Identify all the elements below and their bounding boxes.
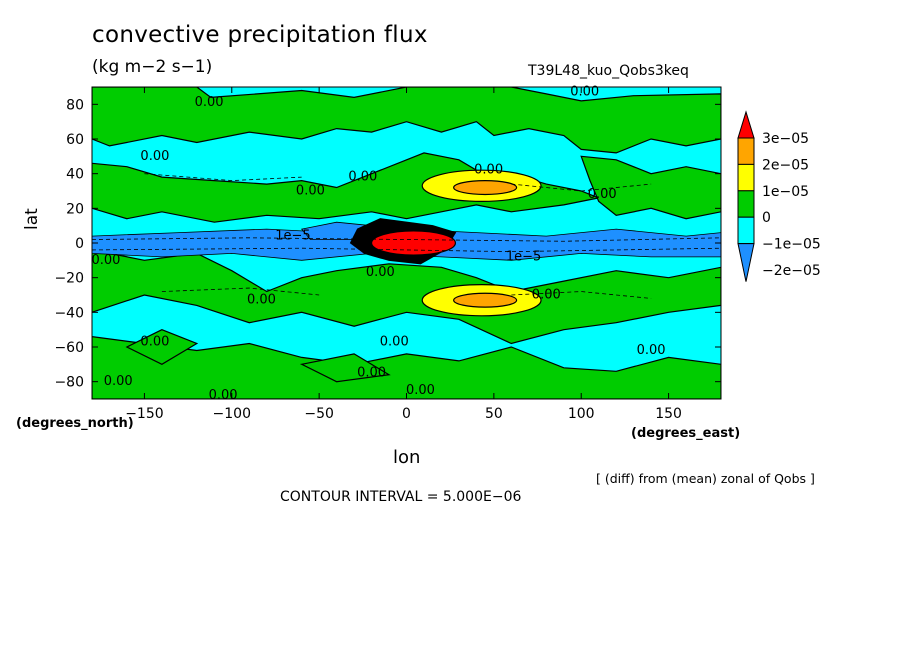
contour-label: 0.00	[104, 374, 133, 389]
negative-contour-0	[144, 173, 302, 182]
colorbar-bottom-arrow	[737, 243, 755, 282]
equatorial-maximum	[370, 230, 457, 256]
y-axis-unit: (degrees_north)	[16, 416, 134, 431]
axis-ticks: −150 −100 −50 0 50 100 150 80 60 40 20 0 −20 −40 −60 −8…	[54, 87, 721, 422]
contour-label: 0.00	[348, 170, 377, 185]
colorbar-segment	[737, 137, 755, 165]
colorbar-segment	[737, 163, 755, 192]
colorbar-label: −2e−05	[762, 263, 821, 279]
contour-label: 0.00	[247, 293, 276, 308]
contour-label: 0.00	[532, 288, 561, 303]
colorbar-segment	[737, 216, 755, 245]
y-tick-label: 40	[66, 167, 84, 183]
contour-label: 0.00	[140, 149, 169, 164]
y-tick-label: −80	[54, 375, 84, 391]
negative-contour-1	[511, 183, 652, 192]
chart-units: (kg m−2 s−1)	[92, 57, 213, 77]
x-tick-label: −150	[125, 406, 163, 422]
colorbar-top-arrow	[737, 110, 755, 139]
x-tick-label: 50	[485, 406, 503, 422]
colorbar-label: 0	[762, 210, 771, 226]
contour-label: 1e−5	[275, 229, 310, 244]
x-tick-label: −100	[213, 406, 251, 422]
y-tick-label: −60	[54, 340, 84, 356]
positive-region-6	[299, 353, 391, 383]
contour-label: 0.00	[588, 187, 617, 202]
contour-label: 0.00	[637, 343, 666, 358]
negative-contour-2	[161, 287, 320, 296]
y-tick-label: −40	[54, 305, 84, 321]
contour-label: 0.00	[140, 334, 169, 349]
contour-label: 0.00	[92, 253, 121, 268]
positive-region-2	[580, 155, 721, 220]
contour-label: 0.00	[380, 334, 409, 349]
colorbar-label: 3e−05	[762, 131, 809, 147]
y-tick-label: 80	[66, 97, 84, 113]
contour-label: 0.00	[209, 388, 238, 403]
difference-note: [ (diff) from (mean) zonal of Qobs ]	[596, 471, 815, 486]
contour-label: 0.00	[406, 383, 435, 398]
y-tick-label: 60	[66, 132, 84, 148]
contour-label: 0.00	[474, 163, 503, 178]
positive-region-4	[92, 335, 721, 399]
positive-region-0	[92, 87, 721, 154]
contour-label: 0.00	[296, 184, 325, 199]
run-label: T39L48_kuo_Qobs3keq	[528, 63, 689, 79]
x-axis-label: lon	[393, 447, 421, 468]
y-tick-label: 0	[75, 236, 84, 252]
negative-contour-3	[511, 291, 652, 299]
contour-label: 1e−5	[506, 249, 541, 264]
chart-title: convective precipitation flux	[92, 22, 428, 48]
colorbar-label: −1e−05	[762, 237, 821, 253]
x-tick-label: 0	[402, 406, 411, 422]
x-tick-label: −50	[304, 406, 334, 422]
colorbar: 3e−05 2e−05 1e−05 0 −1e−05 −2e−05	[737, 110, 821, 282]
nh-maximum-inner	[453, 180, 518, 196]
contour-label: 0.00	[357, 366, 386, 381]
positive-region-3	[92, 249, 721, 345]
contour-field	[92, 87, 721, 399]
y-tick-label: 20	[66, 201, 84, 217]
x-axis-unit: (degrees_east)	[631, 426, 741, 441]
contour-label: 0.00	[570, 85, 599, 100]
positive-region-5	[125, 329, 199, 365]
colorbar-label: 1e−05	[762, 184, 809, 200]
x-tick-label: 150	[655, 406, 682, 422]
colorbar-segment	[737, 190, 755, 218]
sh-maximum-inner	[453, 292, 518, 308]
contour-label: 0.00	[366, 265, 395, 280]
contour-interval: CONTOUR INTERVAL = 5.000E−06	[280, 489, 522, 505]
x-tick-label: 100	[568, 406, 595, 422]
contour-label: 0.00	[195, 95, 224, 110]
y-tick-label: −20	[54, 271, 84, 287]
contour-labels: 0.00 0.00 0.00 0.00 0.00 0.00 0.00 1e−5 1e−5 0.00…	[92, 85, 666, 403]
colorbar-label: 2e−05	[762, 157, 809, 173]
